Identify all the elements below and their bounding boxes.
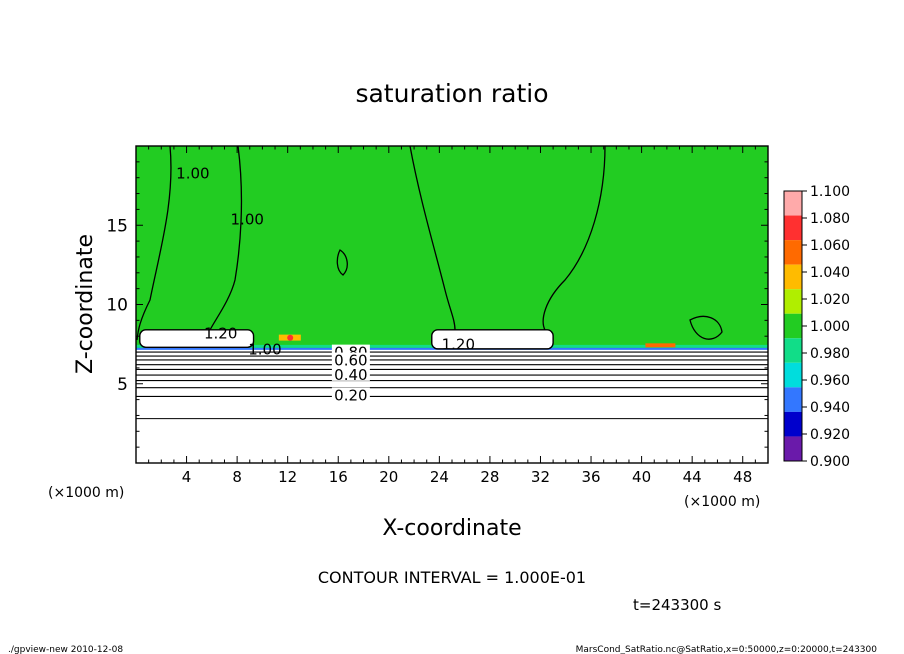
supersaturation-spot [645, 343, 676, 348]
contour-line [689, 315, 723, 340]
colorbar-label: 0.980 [810, 346, 850, 362]
y-tick-label: 5 [117, 375, 128, 395]
contour-label: 0.60 [334, 352, 367, 370]
colorbar-label: 0.960 [810, 373, 850, 389]
colorbar-label: 1.020 [810, 292, 850, 308]
time-label: t=243300 s [633, 596, 721, 614]
supersaturation-core [287, 334, 294, 341]
colorbar: 1.100 1.080 1.060 1.040 1.020 1.000 0.980 0.960… [783, 184, 850, 470]
x-tick-label: 40 [632, 468, 651, 486]
contour-label: 1.00 [248, 340, 281, 358]
x-ticks: 4 8 12 16 20 24 28 32 36 40 44 48 [135, 146, 769, 486]
colorbar-swatch [784, 436, 802, 461]
colorbar-label: 1.040 [810, 265, 850, 281]
condensation-patch [139, 329, 255, 348]
x-tick-label: 48 [733, 468, 752, 486]
colorbar-swatch [784, 215, 802, 241]
x-tick-label: 36 [581, 468, 600, 486]
colorbar-swatch [784, 313, 802, 339]
colorbar-label: 0.940 [810, 400, 850, 416]
x-tick-label: 32 [531, 468, 550, 486]
x-axis-label: X-coordinate [382, 516, 521, 541]
contour-label: 0.40 [334, 366, 367, 384]
saturation-field [136, 146, 768, 349]
y-tick-label: 15 [106, 216, 128, 236]
contour-label: 1.20 [204, 325, 237, 343]
contour-line [136, 145, 172, 341]
x-tick-label: 20 [379, 468, 398, 486]
contour-label: 1.00 [176, 165, 209, 183]
contour-label-bg [331, 366, 370, 381]
colorbar-swatch [784, 191, 802, 216]
colorbar-swatch [784, 338, 802, 363]
contour-line [209, 145, 243, 331]
x-tick-label: 16 [329, 468, 348, 486]
contour-line [336, 249, 348, 276]
x-tick-label: 8 [232, 468, 242, 486]
y-ticks: 5 10 15 [106, 145, 768, 464]
colorbar-label: 1.080 [810, 211, 850, 227]
x-unit-right: (×1000 m) [684, 494, 760, 510]
contour-line [409, 145, 456, 331]
x-tick-label: 12 [278, 468, 297, 486]
contour-label: 1.20 [442, 336, 475, 354]
x-tick-label: 4 [182, 468, 192, 486]
contour-label-bg [331, 352, 370, 367]
contour-label: 1.00 [231, 210, 264, 228]
chart-title: saturation ratio [355, 79, 548, 108]
y-axis-label: Z-coordinate [73, 234, 98, 374]
y-tick-label: 10 [106, 296, 128, 316]
colorbar-label: 1.100 [810, 184, 850, 200]
colorbar-swatch [784, 289, 802, 314]
colorbar-swatch [784, 362, 802, 388]
contour-interval-text: CONTOUR INTERVAL = 1.000E-01 [318, 568, 586, 587]
contour-line [542, 145, 606, 331]
x-tick-label: 44 [683, 468, 702, 486]
contour-label-bg [331, 387, 370, 402]
colorbar-swatch [784, 240, 802, 265]
colorbar-swatch [784, 264, 802, 290]
colorbar-swatch [784, 387, 802, 412]
footer-right: MarsCond_SatRatio.nc@SatRatio,x=0:50000,… [576, 645, 878, 654]
footer-left: ./gpview-new 2010-12-08 [8, 645, 123, 654]
x-unit-left: (×1000 m) [48, 485, 124, 501]
condensation-patch [431, 329, 554, 350]
colorbar-label: 1.000 [810, 319, 850, 335]
colorbar-swatch [784, 411, 802, 437]
plot-area: 1.001.001.201.001.200.800.600.400.20 [135, 145, 769, 464]
colorbar-label: 0.920 [810, 427, 850, 443]
x-tick-label: 28 [480, 468, 499, 486]
colorbar-label: 0.900 [810, 454, 850, 470]
colorbar-label: 1.060 [810, 238, 850, 254]
contour-label: 0.20 [334, 386, 367, 404]
x-tick-label: 24 [430, 468, 449, 486]
